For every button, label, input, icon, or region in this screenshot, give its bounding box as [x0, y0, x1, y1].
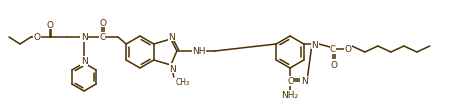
Text: CH₃: CH₃ — [176, 78, 190, 87]
Text: C: C — [287, 77, 293, 86]
Text: N: N — [81, 57, 87, 66]
Text: NH₂: NH₂ — [281, 91, 298, 100]
Text: N: N — [81, 33, 87, 42]
Text: O: O — [99, 18, 107, 27]
Text: N: N — [301, 77, 307, 86]
Text: N: N — [169, 32, 175, 41]
Text: N: N — [311, 40, 318, 49]
Text: O: O — [47, 20, 54, 29]
Text: C: C — [99, 33, 105, 42]
Text: C: C — [330, 45, 336, 54]
Text: NH: NH — [192, 47, 206, 56]
Text: N: N — [170, 64, 176, 73]
Text: O: O — [330, 60, 337, 69]
Text: O: O — [344, 45, 352, 54]
Text: O: O — [34, 33, 41, 42]
